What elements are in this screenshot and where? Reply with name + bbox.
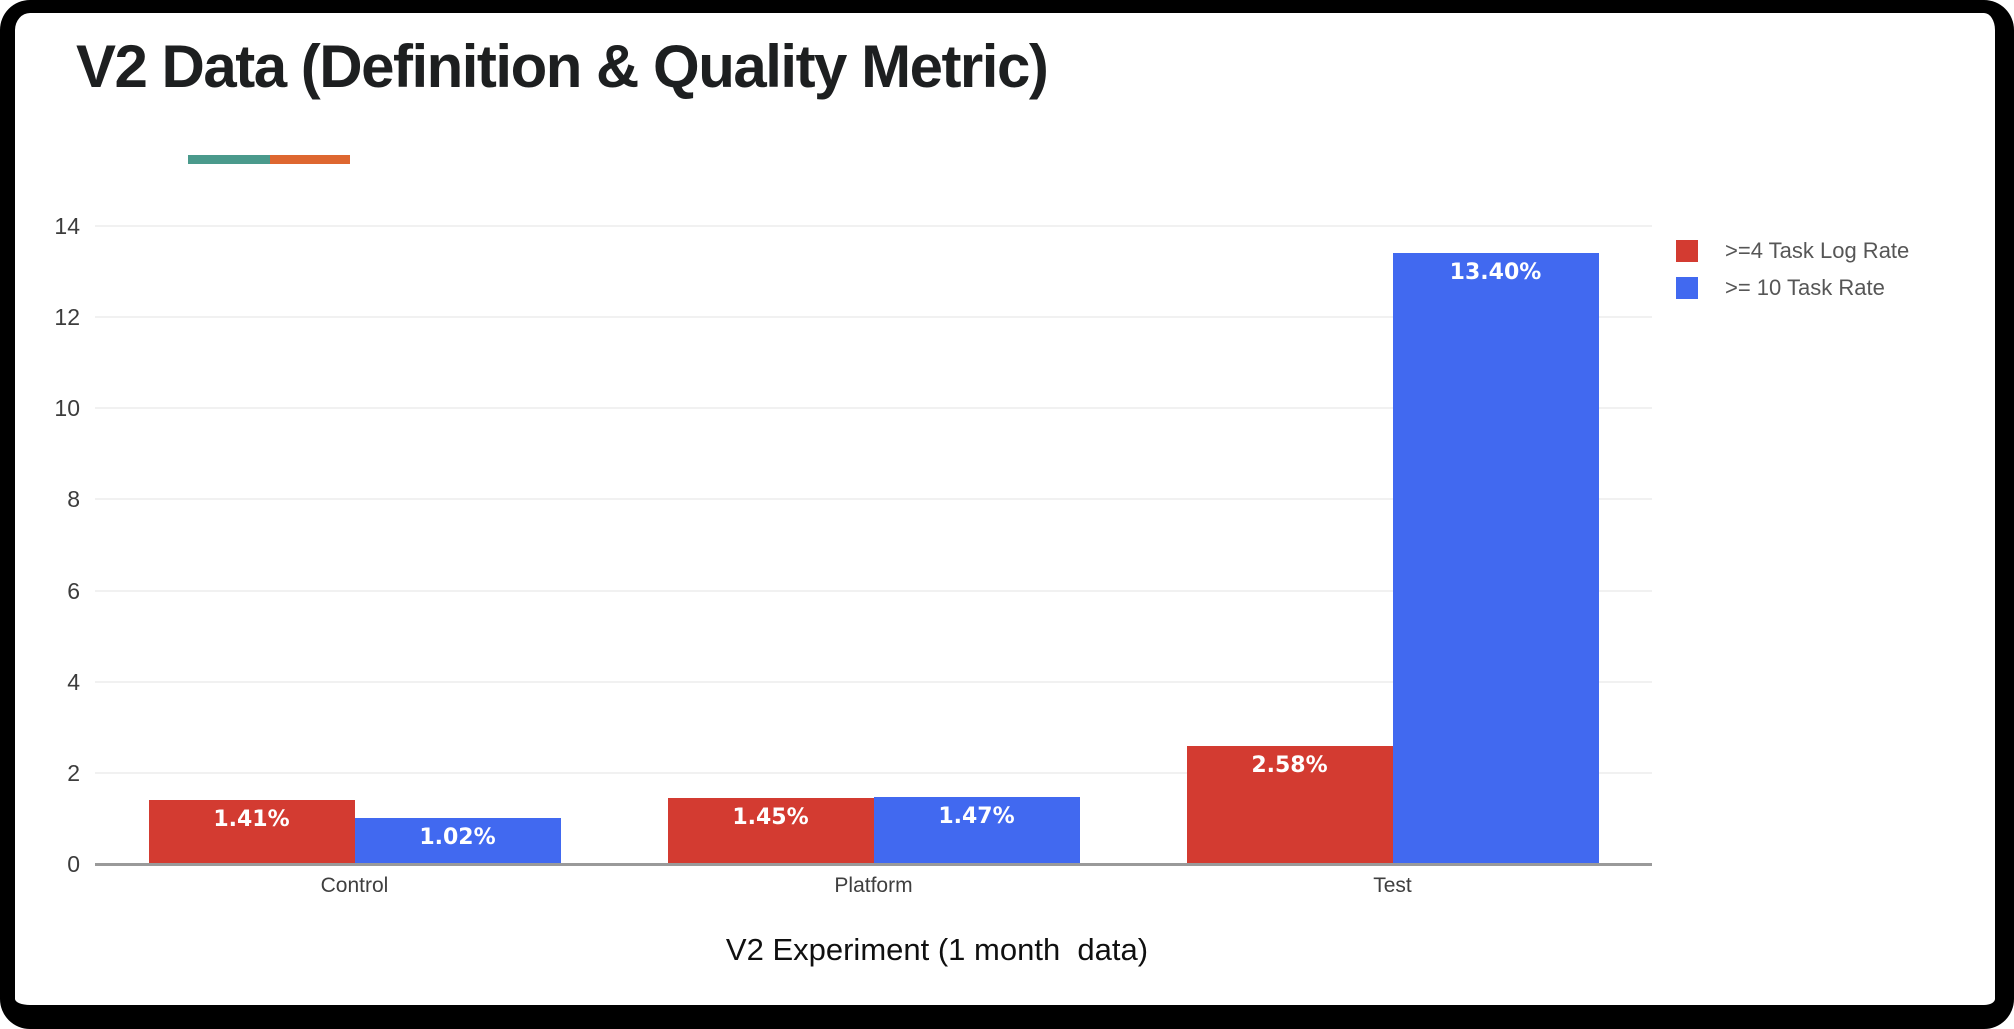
- gridline: [95, 316, 1652, 319]
- y-tick-label: 14: [54, 213, 80, 239]
- legend-label: >= 10 Task Rate: [1725, 275, 1885, 300]
- gridline: [95, 225, 1652, 227]
- x-axis-line: [95, 863, 1652, 866]
- bar-value-label: 1.45%: [732, 804, 809, 830]
- bar-value-label: 1.41%: [213, 806, 290, 832]
- legend-swatch-icon: [1676, 277, 1698, 299]
- legend-entry: >= 10 Task Rate: [1676, 275, 1909, 301]
- chart-legend: >=4 Task Log Rate >= 10 Task Rate: [1676, 238, 1909, 312]
- y-tick-label: 10: [54, 395, 80, 422]
- legend-entry: >=4 Task Log Rate: [1676, 238, 1909, 264]
- bar-test-series1: 2.58%: [1186, 746, 1393, 864]
- y-tick-label: 6: [67, 577, 80, 604]
- y-tick-label: 4: [67, 668, 80, 695]
- slide-title: V2 Data (Definition & Quality Metric): [76, 33, 1049, 100]
- y-tick-label: 12: [54, 304, 80, 331]
- title-accent-teal: [188, 155, 270, 164]
- bar-control-series2: 1.02%: [354, 817, 561, 864]
- y-tick-label: 8: [67, 486, 80, 513]
- gridline: [95, 680, 1652, 683]
- gridline: [95, 589, 1652, 592]
- x-category-label: Test: [1373, 874, 1412, 897]
- bar-value-label: 1.02%: [419, 824, 496, 850]
- y-tick-label: 0: [67, 851, 80, 877]
- bar-value-label: 13.40%: [1449, 260, 1542, 286]
- gridline: [95, 498, 1652, 501]
- bar-platform-series1: 1.45%: [667, 797, 874, 864]
- title-accent-orange: [270, 155, 350, 164]
- y-tick-label: 2: [67, 759, 80, 786]
- x-category-label: Control: [320, 874, 389, 897]
- legend-swatch-icon: [1676, 240, 1698, 262]
- bar-test-series2: 13.40%: [1392, 253, 1599, 864]
- gridline: [95, 407, 1652, 410]
- bar-value-label: 2.58%: [1251, 753, 1328, 779]
- bar-platform-series2: 1.47%: [873, 797, 1080, 864]
- bar-value-label: 1.47%: [938, 804, 1015, 829]
- x-category-label: Platform: [834, 874, 913, 897]
- x-axis-title: V2 Experiment (1 month data): [725, 932, 1149, 967]
- bar-control-series1: 1.41%: [148, 799, 355, 864]
- gridline: [95, 771, 1652, 774]
- legend-label: >=4 Task Log Rate: [1725, 238, 1910, 263]
